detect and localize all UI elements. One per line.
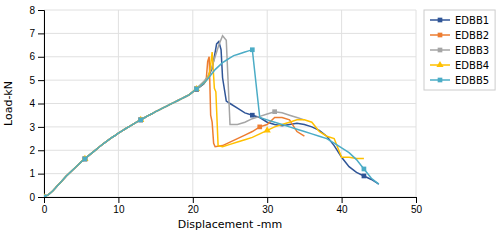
grid-line: [44, 126, 416, 127]
marker: [83, 157, 88, 162]
tick-mark: [193, 197, 194, 203]
marker: [83, 157, 88, 162]
axis-line: [38, 11, 45, 198]
tick-label: 20: [188, 204, 200, 215]
marker: [264, 126, 271, 132]
tick-label: 30: [262, 204, 274, 215]
tick-mark: [38, 127, 44, 128]
marker: [83, 157, 88, 162]
x-tick: 30: [262, 197, 274, 215]
grid-line: [44, 150, 416, 151]
legend-label: EDBB2: [455, 30, 489, 41]
tick-label: 0: [42, 204, 48, 215]
legend-label: EDBB5: [455, 75, 489, 86]
y-tick: 1: [29, 168, 44, 179]
marker: [44, 195, 46, 197]
legend: EDBB1 EDBB2 EDBB3 EDBB4 EDBB5: [424, 10, 495, 90]
y-tick: 5: [29, 75, 44, 86]
tick-mark: [38, 174, 44, 175]
legend-marker: [438, 48, 443, 53]
marker: [138, 118, 143, 123]
tick-label: 3: [29, 122, 35, 133]
tick-label: 4: [29, 98, 35, 109]
marker: [44, 195, 46, 197]
marker: [194, 87, 199, 92]
tick-label: 7: [29, 28, 35, 39]
marker: [138, 118, 143, 123]
tick-mark: [38, 33, 44, 34]
chart: 0 10 20 30 40 50 0 1 2 3 4 5 6 7 8 Displacement -mm Load…: [0, 0, 500, 233]
y-tick: 2: [29, 145, 44, 156]
x-tick: 40: [337, 197, 349, 215]
series-group: [44, 36, 379, 197]
tick-mark: [342, 197, 343, 203]
grid-line: [44, 80, 416, 81]
series-line: [44, 36, 304, 197]
marker: [250, 47, 255, 52]
y-tick: 8: [29, 5, 44, 16]
tick-mark: [118, 197, 119, 203]
tick-label: 40: [337, 204, 349, 215]
y-axis: 0 1 2 3 4 5 6 7 8: [29, 5, 44, 203]
y-tick: 4: [29, 98, 44, 109]
axis-line: [45, 198, 417, 204]
tick-label: 1: [29, 168, 35, 179]
series-line: [44, 50, 379, 197]
tick-mark: [38, 104, 44, 105]
tick-label: 10: [113, 204, 125, 215]
plot: 0 10 20 30 40 50 0 1 2 3 4 5 6 7 8: [29, 5, 422, 215]
marker: [44, 195, 46, 197]
tick-label: 5: [29, 75, 35, 86]
series-line: [44, 52, 364, 197]
tick-mark: [38, 57, 44, 58]
legend-marker: [436, 61, 443, 67]
marker: [250, 113, 255, 118]
marker: [272, 109, 277, 114]
marker: [44, 195, 46, 197]
tick-mark: [38, 10, 44, 11]
grid-line: [44, 33, 416, 34]
legend-label: EDBB4: [455, 60, 489, 71]
tick-label: 0: [29, 192, 35, 203]
series-line: [44, 57, 304, 197]
y-tick: 7: [29, 28, 44, 39]
marker: [257, 125, 262, 130]
legend-marker: [438, 33, 443, 38]
y-tick: 6: [29, 51, 44, 62]
marker: [362, 174, 367, 179]
x-tick: 20: [188, 197, 200, 215]
legend-marker: [438, 78, 443, 83]
marker: [194, 87, 199, 92]
marker: [362, 167, 367, 172]
x-tick: 50: [411, 197, 423, 215]
tick-mark: [38, 150, 44, 151]
tick-label: 50: [411, 204, 423, 215]
x-tick: 0: [42, 197, 48, 215]
x-axis-title: Displacement -mm: [178, 218, 283, 231]
tick-mark: [38, 80, 44, 81]
tick-mark: [416, 197, 417, 203]
tick-label: 6: [29, 51, 35, 62]
marker: [138, 118, 143, 123]
legend-label: EDBB3: [455, 45, 489, 56]
x-axis: 0 10 20 30 40 50: [42, 197, 423, 215]
grid-line: [44, 10, 416, 11]
x-tick: 10: [113, 197, 125, 215]
legend-frame: [424, 10, 495, 90]
marker: [138, 118, 143, 123]
y-tick: 0: [29, 192, 44, 203]
y-axis-title: Load-kN: [2, 81, 15, 126]
y-tick: 3: [29, 122, 44, 133]
marker: [194, 86, 199, 91]
tick-mark: [38, 197, 44, 198]
marker: [194, 87, 199, 92]
marker: [83, 157, 88, 162]
tick-label: 2: [29, 145, 35, 156]
grid: [44, 10, 416, 197]
tick-mark: [267, 197, 268, 203]
legend-label: EDBB1: [455, 15, 489, 26]
series-line: [44, 42, 379, 197]
legend-marker: [438, 18, 443, 23]
tick-label: 8: [29, 5, 35, 16]
